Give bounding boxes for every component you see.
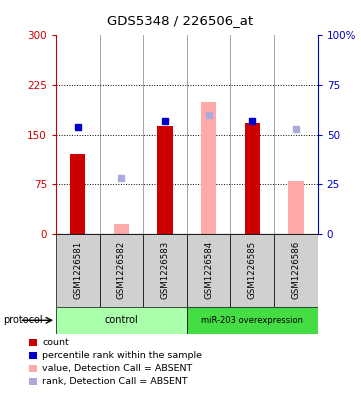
Bar bbox=[143, 234, 187, 307]
Bar bbox=[288, 181, 304, 234]
Text: GSM1226585: GSM1226585 bbox=[248, 241, 257, 299]
Text: control: control bbox=[105, 315, 138, 325]
Text: count: count bbox=[42, 338, 69, 347]
Text: percentile rank within the sample: percentile rank within the sample bbox=[42, 351, 202, 360]
Text: GDS5348 / 226506_at: GDS5348 / 226506_at bbox=[108, 14, 253, 27]
Bar bbox=[157, 126, 173, 234]
Text: GSM1226581: GSM1226581 bbox=[73, 241, 82, 299]
Bar bbox=[56, 307, 187, 334]
Bar bbox=[114, 224, 129, 234]
Text: GSM1226584: GSM1226584 bbox=[204, 241, 213, 299]
Bar bbox=[201, 101, 216, 234]
Text: GSM1226583: GSM1226583 bbox=[161, 241, 170, 299]
Bar bbox=[187, 307, 318, 334]
Bar bbox=[187, 234, 230, 307]
Bar bbox=[56, 234, 100, 307]
Text: rank, Detection Call = ABSENT: rank, Detection Call = ABSENT bbox=[42, 377, 188, 386]
Text: miR-203 overexpression: miR-203 overexpression bbox=[201, 316, 303, 325]
Bar bbox=[245, 123, 260, 234]
Text: GSM1226586: GSM1226586 bbox=[291, 241, 300, 299]
Text: protocol: protocol bbox=[4, 315, 43, 325]
Bar bbox=[230, 234, 274, 307]
Bar bbox=[274, 234, 318, 307]
Bar bbox=[70, 154, 86, 234]
Text: value, Detection Call = ABSENT: value, Detection Call = ABSENT bbox=[42, 364, 192, 373]
Bar bbox=[100, 234, 143, 307]
Text: GSM1226582: GSM1226582 bbox=[117, 241, 126, 299]
